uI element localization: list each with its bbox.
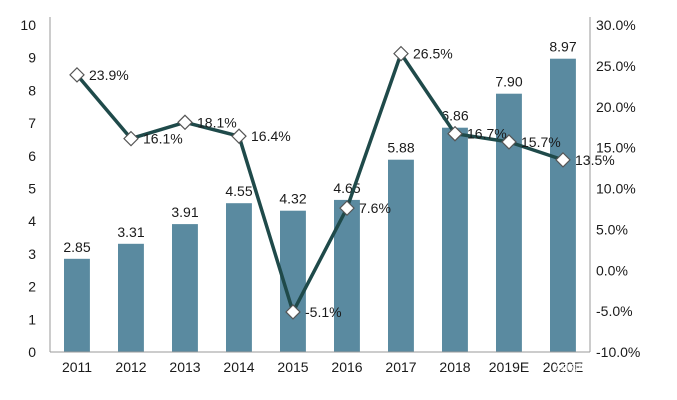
growth-point xyxy=(393,45,409,62)
left-y-tick-label: 7 xyxy=(28,115,36,131)
x-tick-label: 2014 xyxy=(223,359,254,375)
right-y-tick-label: 5.0% xyxy=(596,221,628,237)
watermark: 知乎 @1996 xyxy=(555,362,637,379)
left-y-axis-tick-labels: 0 1 2 3 4 5 6 7 8 9 10 xyxy=(20,17,36,360)
left-y-tick-label: 4 xyxy=(28,213,36,229)
growth-value-label: 18.1% xyxy=(197,114,237,130)
x-axis-tick-labels: 2011 2012 2013 2014 2015 2016 2017 2018 2019E 202… xyxy=(62,359,583,375)
growth-point xyxy=(339,200,355,216)
left-y-tick-label: 5 xyxy=(28,181,36,197)
bar-value-label: 5.88 xyxy=(387,140,414,156)
growth-point xyxy=(285,304,301,320)
bar-value-label: 8.97 xyxy=(549,39,576,55)
x-tick-label: 2020E xyxy=(543,359,583,375)
growth-value-label: 23.9% xyxy=(89,67,129,83)
x-tick-label: 2018 xyxy=(439,359,470,375)
bar xyxy=(226,203,252,352)
growth-value-label: 15.7% xyxy=(521,134,561,150)
bar xyxy=(388,159,414,352)
x-tick-label: 2013 xyxy=(169,359,200,375)
growth-value-label: 16.4% xyxy=(251,128,291,144)
bar-value-label: 3.31 xyxy=(117,224,144,240)
x-tick-label: 2019E xyxy=(489,359,529,375)
x-tick-label: 2016 xyxy=(331,359,362,375)
growth-value-label: 16.1% xyxy=(143,131,183,147)
right-y-tick-label: 15.0% xyxy=(596,140,636,156)
growth-point xyxy=(69,67,85,83)
growth-line-series xyxy=(69,45,571,320)
bar-value-label: 2.85 xyxy=(63,239,90,255)
right-y-tick-label: 0.0% xyxy=(596,262,628,278)
x-tick-label: 2012 xyxy=(115,359,146,375)
bar-value-label: 7.90 xyxy=(495,74,522,90)
growth-value-label: 13.5% xyxy=(575,152,615,168)
left-y-tick-label: 2 xyxy=(28,279,36,295)
growth-point xyxy=(555,152,571,168)
right-y-tick-label: 20.0% xyxy=(596,99,636,115)
right-y-tick-label: 25.0% xyxy=(596,58,636,74)
bar xyxy=(172,224,198,352)
bar xyxy=(118,243,144,352)
right-y-tick-label: 10.0% xyxy=(596,181,636,197)
left-y-tick-label: 8 xyxy=(28,82,36,98)
growth-point xyxy=(177,114,193,131)
x-tick-label: 2015 xyxy=(277,359,308,375)
bar-value-labels: 2.853.313.914.55 4.324.655.886.867.908.97 xyxy=(63,39,576,255)
right-y-tick-label: 30.0% xyxy=(596,17,636,33)
growth-point xyxy=(447,125,463,142)
axes xyxy=(49,17,591,353)
growth-value-label: 7.6% xyxy=(359,200,391,216)
right-y-tick-label: -10.0% xyxy=(596,344,640,360)
bar-value-label: 4.32 xyxy=(279,191,306,207)
left-y-tick-label: 0 xyxy=(28,344,36,360)
growth-value-label: 16.7% xyxy=(467,126,507,142)
x-tick-label: 2017 xyxy=(385,359,416,375)
growth-point xyxy=(501,134,517,150)
bar-value-label: 6.86 xyxy=(441,108,468,124)
growth-line xyxy=(75,51,564,314)
bar xyxy=(442,127,468,352)
growth-value-label: 26.5% xyxy=(413,46,453,62)
growth-value-label: -5.1% xyxy=(305,304,342,320)
right-y-tick-label: -5.0% xyxy=(596,303,633,319)
bar xyxy=(550,58,576,352)
growth-point xyxy=(123,130,139,147)
growth-point xyxy=(231,128,247,145)
left-y-tick-label: 10 xyxy=(20,17,36,33)
bar xyxy=(64,258,90,352)
bar-value-label: 3.91 xyxy=(171,204,198,220)
left-y-tick-label: 3 xyxy=(28,246,36,262)
left-y-tick-label: 9 xyxy=(28,50,36,66)
left-y-tick-label: 1 xyxy=(28,311,36,327)
left-y-tick-label: 6 xyxy=(28,148,36,164)
growth-value-labels: 23.9% 16.1% 18.1% 16.4% -5.1% 7.6% 26.5% 16.7% 1… xyxy=(89,46,615,320)
bar-value-label: 4.55 xyxy=(225,183,252,199)
x-tick-label: 2011 xyxy=(62,359,92,375)
right-y-axis-tick-labels: -10.0% -5.0% 0.0% 5.0% 10.0% 15.0% 20.0% 25.0% 3… xyxy=(596,17,640,360)
